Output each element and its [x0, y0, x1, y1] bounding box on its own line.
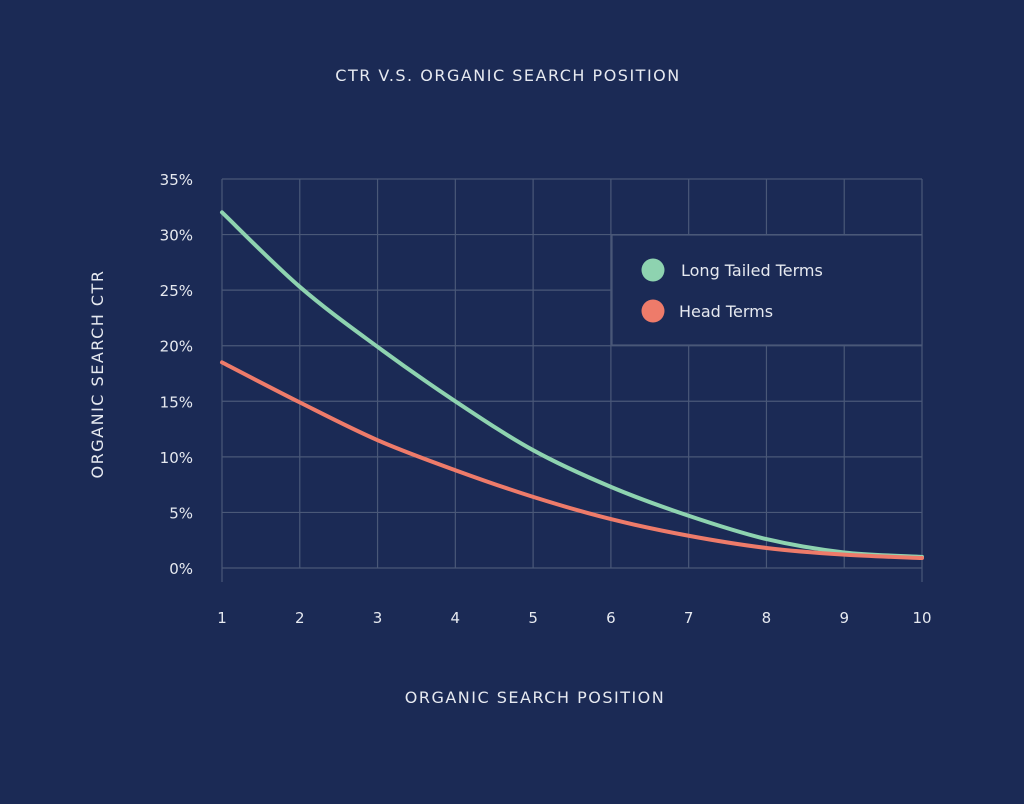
- x-axis-label: ORGANIC SEARCH POSITION: [405, 688, 666, 707]
- y-tick-label: 5%: [169, 504, 193, 522]
- legend-marker: [641, 299, 665, 323]
- y-tick-label: 20%: [160, 338, 193, 356]
- x-tick-label: 6: [606, 609, 616, 627]
- y-tick-label: 25%: [160, 282, 193, 300]
- x-tick-label: 8: [762, 609, 772, 627]
- y-tick-labels: 0% 5% 10% 15% 20% 25% 30% 35%: [160, 171, 193, 578]
- x-tick-label: 5: [528, 609, 538, 627]
- x-tick-labels: 1 2 3 4 5 6 7 8 9 10: [217, 609, 931, 627]
- legend: Long Tailed Terms Head Terms: [611, 234, 923, 346]
- y-axis-label: ORGANIC SEARCH CTR: [88, 270, 107, 479]
- y-tick-label: 10%: [160, 449, 193, 467]
- chart-title: CTR V.S. ORGANIC SEARCH POSITION: [335, 66, 680, 85]
- y-tick-label: 30%: [160, 227, 193, 245]
- y-tick-label: 35%: [160, 171, 193, 189]
- x-tick-label: 4: [451, 609, 461, 627]
- legend-box: [611, 234, 923, 346]
- x-tick-label: 3: [373, 609, 383, 627]
- legend-marker: [641, 258, 665, 282]
- legend-label: Long Tailed Terms: [681, 261, 823, 280]
- grid: [221, 178, 923, 582]
- x-tick-label: 1: [217, 609, 227, 627]
- x-tick-label: 7: [684, 609, 694, 627]
- x-tick-label: 9: [839, 609, 849, 627]
- y-tick-label: 0%: [169, 560, 193, 578]
- series-lines: [220, 210, 924, 560]
- series-line-long-tailed-terms: [220, 210, 924, 559]
- legend-label: Head Terms: [679, 302, 773, 321]
- series-line-head-terms: [220, 360, 924, 560]
- x-tick-label: 10: [912, 609, 931, 627]
- y-tick-label: 15%: [160, 393, 193, 411]
- x-tick-label: 2: [295, 609, 305, 627]
